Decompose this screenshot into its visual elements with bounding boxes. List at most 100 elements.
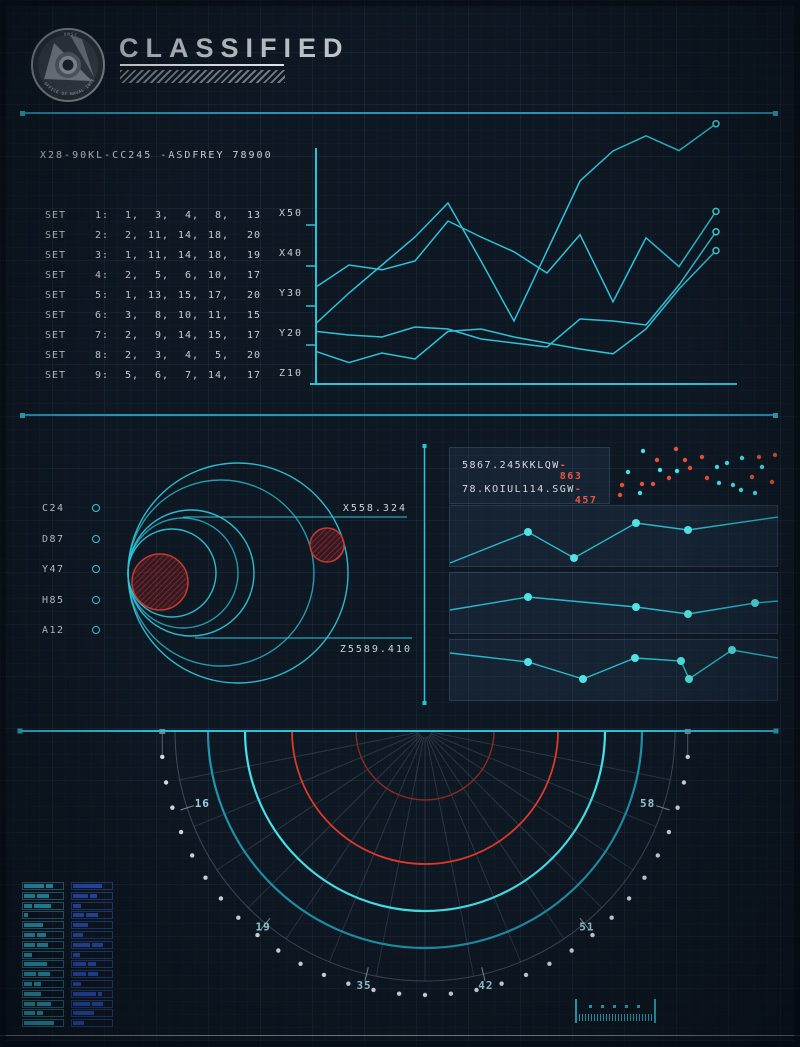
spark-1-chart (449, 516, 779, 564)
data-block-segment (86, 913, 98, 918)
separator-end-square (422, 701, 427, 705)
data-block-row (71, 891, 113, 900)
ring-dot (626, 896, 632, 901)
target-zone-circle (309, 527, 345, 563)
ring-dot (160, 754, 165, 760)
data-block-segment (24, 903, 33, 908)
spark-2-point (632, 603, 640, 611)
series-2-line (315, 210, 717, 304)
scatter-point-red (704, 475, 710, 481)
ring-dot (321, 972, 327, 978)
series-4-end-marker (712, 246, 720, 255)
spark-2-point (751, 599, 759, 607)
ring-dot (547, 961, 552, 967)
scatter-point-red (650, 481, 656, 487)
spark-2-line (449, 596, 779, 615)
data-block-segment (24, 991, 42, 996)
data-block-segment (73, 942, 91, 947)
scatter-plot (617, 446, 778, 498)
data-block-segment (92, 942, 104, 947)
baseline-end-square (773, 728, 779, 734)
ring-dot (371, 987, 376, 993)
data-block-segment (24, 962, 47, 967)
scatter-point-cyan (759, 464, 765, 470)
scatter-point-cyan (637, 490, 643, 496)
gauge-spoke (426, 736, 522, 963)
data-block-row (22, 989, 64, 998)
ring-dot (655, 853, 661, 858)
scatter-point-cyan (640, 448, 646, 454)
scatter-point-cyan (752, 490, 758, 496)
scatter-point-cyan (716, 480, 722, 486)
spark-3-chart (449, 646, 779, 683)
ruler-dots (589, 1005, 644, 1008)
series-1-line (315, 123, 717, 324)
scatter-point-cyan (674, 468, 680, 474)
data-block-segment (73, 982, 82, 986)
series-3-end-marker (712, 228, 720, 236)
data-block-segment (73, 923, 89, 928)
data-block-row (71, 911, 113, 920)
scatter-point-cyan (730, 482, 736, 488)
ring-dot (609, 915, 614, 920)
data-block-segment (24, 982, 32, 986)
data-block-segment (33, 982, 42, 986)
scatter-point-red (682, 457, 688, 463)
spark-2-point (524, 593, 532, 601)
data-block-segment (24, 884, 44, 888)
data-block-segment (92, 1001, 103, 1006)
scatter-point-red (666, 475, 672, 481)
spark-1-line (449, 516, 779, 564)
data-block-segment (73, 952, 80, 957)
data-block-row (22, 911, 64, 920)
orbit-diagram: X558.324 Z5589.410 (127, 444, 427, 705)
data-block-segment (73, 913, 85, 918)
scatter-point-red (772, 452, 778, 458)
data-block-row (22, 980, 64, 988)
data-block-segment (24, 893, 36, 898)
scatter-point-red (687, 465, 693, 471)
data-block-segment (73, 903, 82, 908)
data-block-row (22, 950, 64, 959)
series-3-line (315, 231, 717, 348)
ring-dot (675, 805, 680, 810)
scatter-point-cyan (657, 467, 663, 473)
ring-dot (396, 991, 402, 996)
gauge-label: 19 (255, 921, 270, 934)
data-block-segment (37, 1001, 51, 1006)
spark-3-line (449, 649, 779, 681)
data-block-row (71, 1019, 113, 1028)
spark-3-point (579, 675, 587, 683)
spark-1-point (684, 526, 692, 534)
scatter-point-red (639, 481, 645, 487)
target-zone-circle (131, 553, 189, 611)
data-block-segment (36, 942, 49, 947)
data-block-segment (45, 884, 54, 888)
y-tick-label: Y30 (279, 288, 303, 299)
ring-dot (203, 875, 208, 880)
scatter-point-red (769, 479, 775, 485)
spark-3-point (631, 654, 639, 662)
scatter-point-red (654, 457, 660, 463)
scale-ruler (575, 999, 656, 1023)
data-block-segment (73, 1011, 94, 1016)
data-block-row (71, 999, 113, 1008)
scatter-point-cyan (625, 469, 631, 475)
gauge-label: 51 (579, 921, 594, 934)
data-block-row (71, 989, 113, 998)
scatter-point-cyan (714, 464, 720, 470)
ruler-hatch-strip (579, 1014, 652, 1021)
data-block-row (71, 980, 113, 988)
separator-end-square (422, 444, 427, 448)
scatter-point-red (756, 454, 762, 460)
gauge-label: 42 (478, 979, 493, 992)
y-tick-label: X40 (279, 248, 303, 259)
spark-3-point (685, 675, 693, 683)
spark-1-point (632, 519, 640, 527)
spark-2-chart (449, 593, 779, 618)
spark-3-point (677, 657, 685, 665)
data-block-row (71, 901, 113, 910)
data-block-segment (73, 884, 102, 888)
data-block-segment (24, 1001, 36, 1006)
